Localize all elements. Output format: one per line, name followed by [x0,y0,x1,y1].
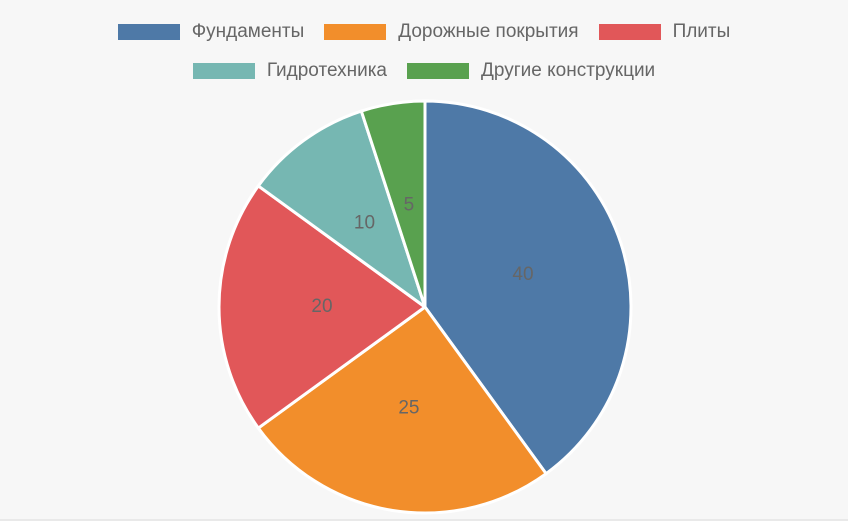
legend-swatch-slabs [598,24,661,40]
legend-row-1: Фундаменты Дорожные покрытия Плиты [0,21,848,43]
legend-item-foundations[interactable]: Фундаменты [117,21,305,43]
legend-row-2: Гидротехника Другие конструкции [0,60,848,82]
data-label-foundations: 40 [512,264,533,285]
legend-item-other[interactable]: Другие конструкции [407,60,655,82]
data-label-road-surfaces: 25 [398,398,419,419]
pie-slice-foundations[interactable] [423,99,633,476]
legend-swatch-other [407,63,469,79]
data-label-hydraulic: 10 [354,213,375,234]
pie-slice-other[interactable] [359,99,427,309]
pie-slices [217,99,633,515]
legend-swatch-foundations [117,24,180,40]
legend-swatch-road-surfaces [324,24,387,40]
pie-data-labels: 40 25 20 10 5 [311,194,533,418]
legend-item-slabs[interactable]: Плиты [598,21,731,43]
pie-slice-road-surfaces[interactable] [256,305,548,515]
legend-label-other: Другие конструкции [481,60,656,81]
legend-label-foundations: Фундаменты [191,21,305,42]
legend-label-slabs: Плиты [672,21,731,42]
legend-label-road-surfaces: Дорожные покрытия [398,21,579,42]
legend-item-hydraulic[interactable]: Гидротехника [192,60,387,82]
data-label-other: 5 [404,194,415,215]
bottom-divider [0,519,848,521]
legend-label-hydraulic: Гидротехника [266,60,387,81]
data-label-slabs: 20 [311,296,332,317]
pie-slice-slabs[interactable] [217,184,427,430]
legend-item-road-surfaces[interactable]: Дорожные покрытия [324,21,579,43]
legend-swatch-hydraulic [192,63,255,79]
pie-slice-hydraulic[interactable] [256,109,427,309]
